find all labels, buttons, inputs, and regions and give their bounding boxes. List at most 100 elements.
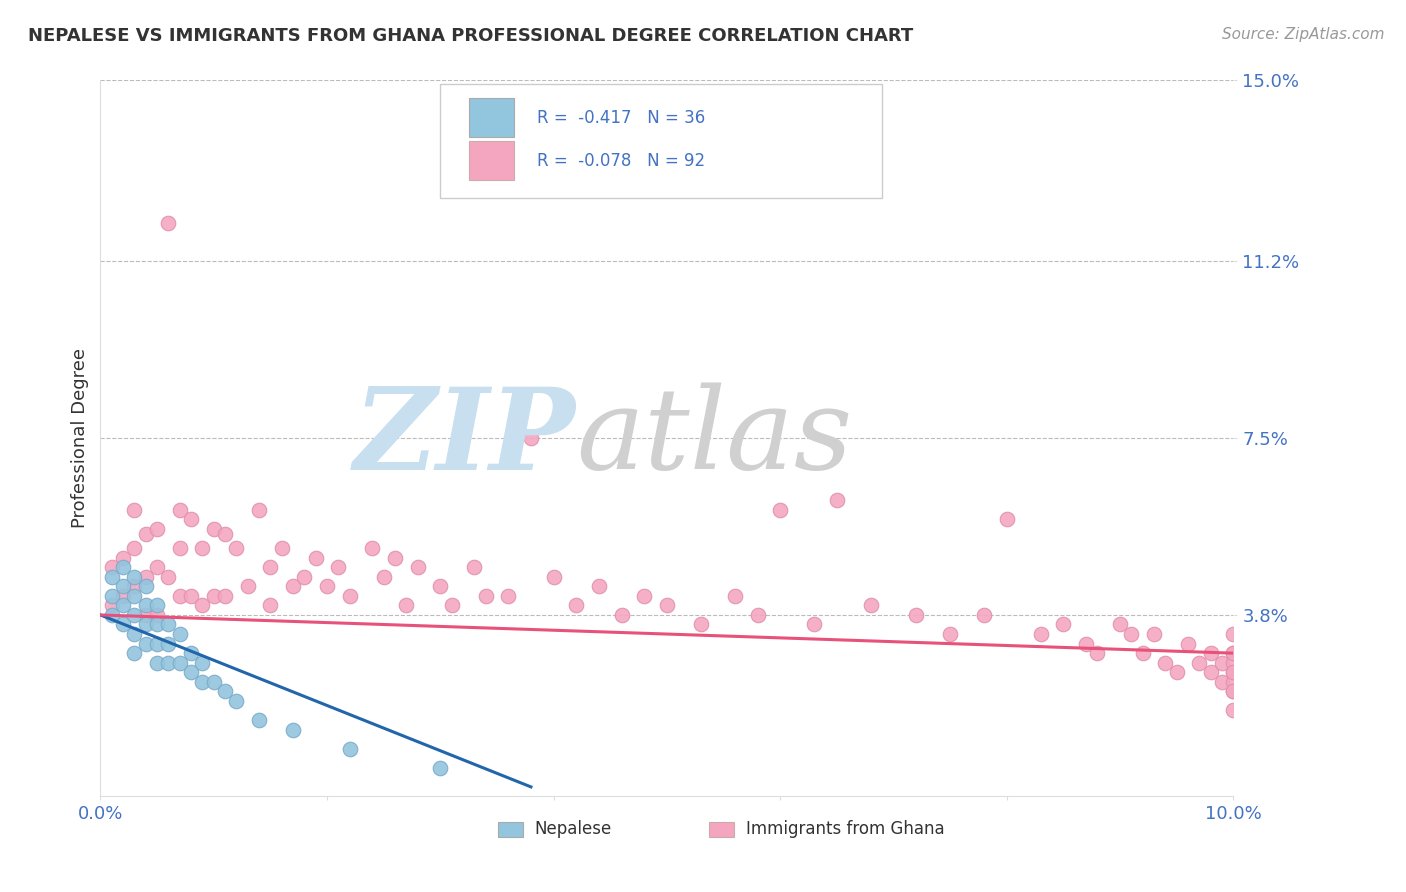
Text: Nepalese: Nepalese [534, 821, 612, 838]
Point [124, 589, 146, 603]
Bar [468, 98, 515, 137]
Point [135, 570, 157, 584]
Point [395, 599, 418, 613]
Point [111, 617, 134, 632]
Point [124, 503, 146, 517]
Point [100, 599, 122, 613]
Point [100, 589, 122, 603]
Text: ZIP: ZIP [354, 383, 576, 493]
Point [202, 522, 225, 536]
Point [1222, 665, 1244, 680]
Text: R =  -0.417   N = 36: R = -0.417 N = 36 [537, 109, 704, 127]
Point [1109, 617, 1132, 632]
Point [339, 589, 361, 603]
Point [1087, 646, 1109, 660]
Point [157, 656, 180, 670]
Point [180, 512, 202, 526]
Point [236, 579, 259, 593]
Point [361, 541, 384, 555]
Point [520, 431, 543, 445]
Point [292, 570, 315, 584]
Point [259, 599, 281, 613]
Point [270, 541, 292, 555]
Point [124, 607, 146, 622]
Point [135, 526, 157, 541]
Point [214, 684, 236, 698]
Point [859, 599, 882, 613]
Point [565, 599, 588, 613]
Point [1222, 656, 1244, 670]
Point [316, 579, 339, 593]
Point [111, 560, 134, 574]
Point [339, 741, 361, 756]
Point [939, 627, 962, 641]
Point [157, 637, 180, 651]
Point [146, 599, 169, 613]
Point [169, 627, 191, 641]
Point [406, 560, 429, 574]
Point [724, 589, 747, 603]
Point [111, 550, 134, 565]
Point [463, 560, 485, 574]
Bar [468, 141, 515, 180]
Point [111, 579, 134, 593]
Point [225, 694, 247, 708]
Point [281, 723, 304, 737]
Point [1166, 665, 1188, 680]
Point [384, 550, 406, 565]
Point [543, 570, 565, 584]
Point [146, 560, 169, 574]
Text: R =  -0.078   N = 92: R = -0.078 N = 92 [537, 152, 704, 169]
Point [214, 589, 236, 603]
Point [1199, 646, 1222, 660]
Point [588, 579, 610, 593]
Point [111, 589, 134, 603]
Point [191, 599, 214, 613]
Point [135, 637, 157, 651]
Point [169, 589, 191, 603]
Point [100, 607, 122, 622]
Point [373, 570, 395, 584]
Point [225, 541, 247, 555]
Point [1076, 637, 1098, 651]
Point [304, 550, 326, 565]
Point [1211, 674, 1233, 689]
Text: Source: ZipAtlas.com: Source: ZipAtlas.com [1222, 27, 1385, 42]
Point [1222, 684, 1244, 698]
Point [157, 216, 180, 230]
Point [191, 541, 214, 555]
Point [905, 607, 928, 622]
Point [1222, 646, 1244, 660]
Point [169, 656, 191, 670]
Point [180, 665, 202, 680]
Point [610, 607, 633, 622]
Point [135, 607, 157, 622]
Point [214, 526, 236, 541]
FancyBboxPatch shape [440, 84, 882, 198]
Point [202, 674, 225, 689]
Point [474, 589, 496, 603]
Point [1222, 627, 1244, 641]
Point [1154, 656, 1177, 670]
Point [124, 541, 146, 555]
Point [146, 522, 169, 536]
Point [1177, 637, 1199, 651]
Text: atlas: atlas [576, 383, 852, 493]
Point [1222, 674, 1244, 689]
Text: Immigrants from Ghana: Immigrants from Ghana [745, 821, 945, 838]
Point [690, 617, 713, 632]
Point [498, 589, 520, 603]
Point [259, 560, 281, 574]
Point [180, 646, 202, 660]
Point [803, 617, 825, 632]
Point [825, 493, 848, 508]
Point [146, 607, 169, 622]
Point [1222, 665, 1244, 680]
Point [247, 503, 270, 517]
Point [655, 599, 678, 613]
Point [146, 617, 169, 632]
Point [440, 599, 463, 613]
Point [1029, 627, 1052, 641]
Point [429, 579, 451, 593]
Point [135, 599, 157, 613]
